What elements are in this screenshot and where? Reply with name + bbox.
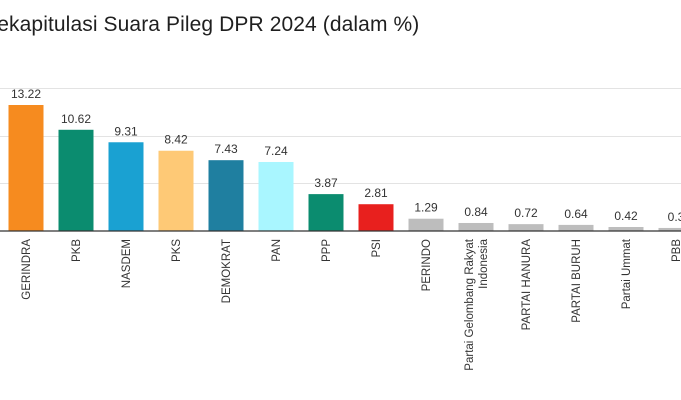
bar bbox=[458, 222, 494, 231]
category-label: GERINDRA bbox=[21, 239, 33, 300]
bar bbox=[508, 224, 544, 231]
bar bbox=[158, 150, 194, 231]
value-label: 9.31 bbox=[114, 124, 138, 138]
bar bbox=[58, 129, 94, 231]
category-label: PERINDO bbox=[421, 239, 433, 291]
category-label: Partai Gelombang Rakyat bbox=[464, 238, 476, 370]
category-label: PBB bbox=[671, 239, 681, 262]
category-label: PSI bbox=[371, 239, 383, 258]
grid-lines bbox=[0, 88, 681, 184]
value-label: 7.43 bbox=[214, 142, 238, 156]
value-label: 0.3 bbox=[668, 210, 681, 224]
value-labels: 13.22 10.62 9.31 8.42 7.43 7.24 3.87 2.81 1.29 0.… bbox=[11, 87, 681, 224]
bar bbox=[608, 226, 644, 231]
bar bbox=[658, 227, 681, 231]
bar bbox=[408, 218, 444, 231]
category-label: DEMOKRAT bbox=[221, 239, 233, 303]
category-labels: GERINDRA PKB NASDEM PKS DEMOKRAT PAN PPP PSI PER… bbox=[21, 238, 681, 370]
value-label: 10.62 bbox=[61, 112, 91, 126]
bar bbox=[208, 160, 244, 231]
value-label: 13.22 bbox=[11, 87, 41, 101]
bar bbox=[8, 105, 44, 231]
bar bbox=[258, 161, 294, 231]
value-label: 0.84 bbox=[464, 205, 488, 219]
chart-title: Rekapitulasi Suara Pileg DPR 2024 (dalam… bbox=[0, 13, 420, 36]
value-label: 2.81 bbox=[364, 186, 388, 200]
bar bbox=[308, 194, 344, 231]
value-label: 0.64 bbox=[564, 207, 588, 221]
category-label: PKB bbox=[71, 239, 83, 262]
value-label: 3.87 bbox=[314, 176, 338, 190]
bar bbox=[558, 224, 594, 231]
category-label: PARTAI HANURA bbox=[521, 239, 533, 331]
value-label: 8.42 bbox=[164, 133, 188, 147]
category-label: PARTAI BURUH bbox=[571, 239, 583, 323]
category-label: Indonesia bbox=[478, 238, 490, 288]
value-label: 7.24 bbox=[264, 144, 288, 158]
category-label: NASDEM bbox=[121, 239, 133, 288]
value-label: 0.72 bbox=[514, 206, 538, 220]
bars bbox=[8, 105, 681, 231]
category-label: PKS bbox=[171, 239, 183, 262]
value-label: 0.42 bbox=[614, 209, 638, 223]
bar bbox=[108, 142, 144, 231]
category-label: Partai Ummat bbox=[621, 238, 633, 309]
value-label: 1.29 bbox=[414, 201, 438, 215]
category-label: PPP bbox=[321, 239, 333, 262]
bar bbox=[358, 204, 394, 231]
category-label: PAN bbox=[271, 239, 283, 262]
